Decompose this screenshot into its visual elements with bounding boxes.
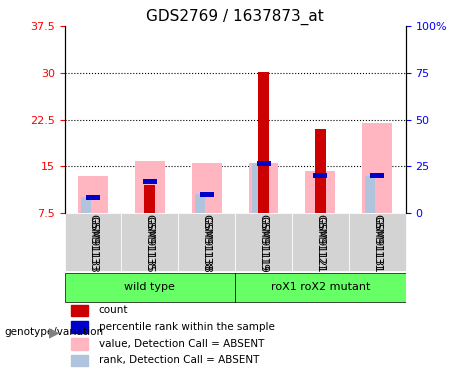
Text: wild type: wild type <box>124 282 175 292</box>
Bar <box>365 176 375 213</box>
Bar <box>200 192 213 197</box>
Text: GSM91131: GSM91131 <box>372 214 382 270</box>
FancyBboxPatch shape <box>235 213 292 271</box>
Text: count: count <box>99 305 128 315</box>
Bar <box>313 173 327 178</box>
Text: rank, Detection Call = ABSENT: rank, Detection Call = ABSENT <box>99 356 259 366</box>
Text: ▶: ▶ <box>49 325 60 339</box>
Text: GSM91119: GSM91119 <box>259 216 269 273</box>
Bar <box>370 173 384 178</box>
Bar <box>71 355 89 366</box>
Bar <box>86 195 100 200</box>
Text: GSM91135: GSM91135 <box>145 216 155 273</box>
Text: GSM91121: GSM91121 <box>315 216 325 273</box>
Text: GSM91138: GSM91138 <box>201 214 212 270</box>
Bar <box>71 304 89 316</box>
Bar <box>257 160 271 166</box>
Bar <box>195 194 205 213</box>
FancyBboxPatch shape <box>178 213 235 271</box>
Bar <box>315 129 326 213</box>
Text: GSM91135: GSM91135 <box>145 214 155 270</box>
FancyBboxPatch shape <box>121 213 178 271</box>
Bar <box>81 197 91 213</box>
Bar <box>71 338 89 350</box>
Bar <box>143 179 157 184</box>
Bar <box>71 321 89 333</box>
Bar <box>144 185 155 213</box>
FancyBboxPatch shape <box>65 273 235 302</box>
Text: percentile rank within the sample: percentile rank within the sample <box>99 322 275 332</box>
Bar <box>258 72 269 213</box>
FancyBboxPatch shape <box>65 213 121 271</box>
Bar <box>306 171 335 213</box>
Text: value, Detection Call = ABSENT: value, Detection Call = ABSENT <box>99 339 264 349</box>
Bar <box>362 123 392 213</box>
Bar <box>192 162 222 213</box>
Title: GDS2769 / 1637873_at: GDS2769 / 1637873_at <box>146 9 324 25</box>
Bar <box>248 162 278 213</box>
Text: GSM91119: GSM91119 <box>259 214 269 270</box>
Text: roX1 roX2 mutant: roX1 roX2 mutant <box>271 282 370 292</box>
Bar <box>135 161 165 213</box>
FancyBboxPatch shape <box>349 213 406 271</box>
Text: genotype/variation: genotype/variation <box>5 327 104 337</box>
Text: GSM91133: GSM91133 <box>88 214 98 270</box>
Text: GSM91131: GSM91131 <box>372 216 382 273</box>
FancyBboxPatch shape <box>235 273 406 302</box>
FancyBboxPatch shape <box>292 213 349 271</box>
Bar <box>252 163 261 213</box>
Text: GSM91138: GSM91138 <box>201 216 212 273</box>
Text: GSM91133: GSM91133 <box>88 216 98 273</box>
Text: GSM91121: GSM91121 <box>315 214 325 270</box>
Bar <box>78 176 108 213</box>
